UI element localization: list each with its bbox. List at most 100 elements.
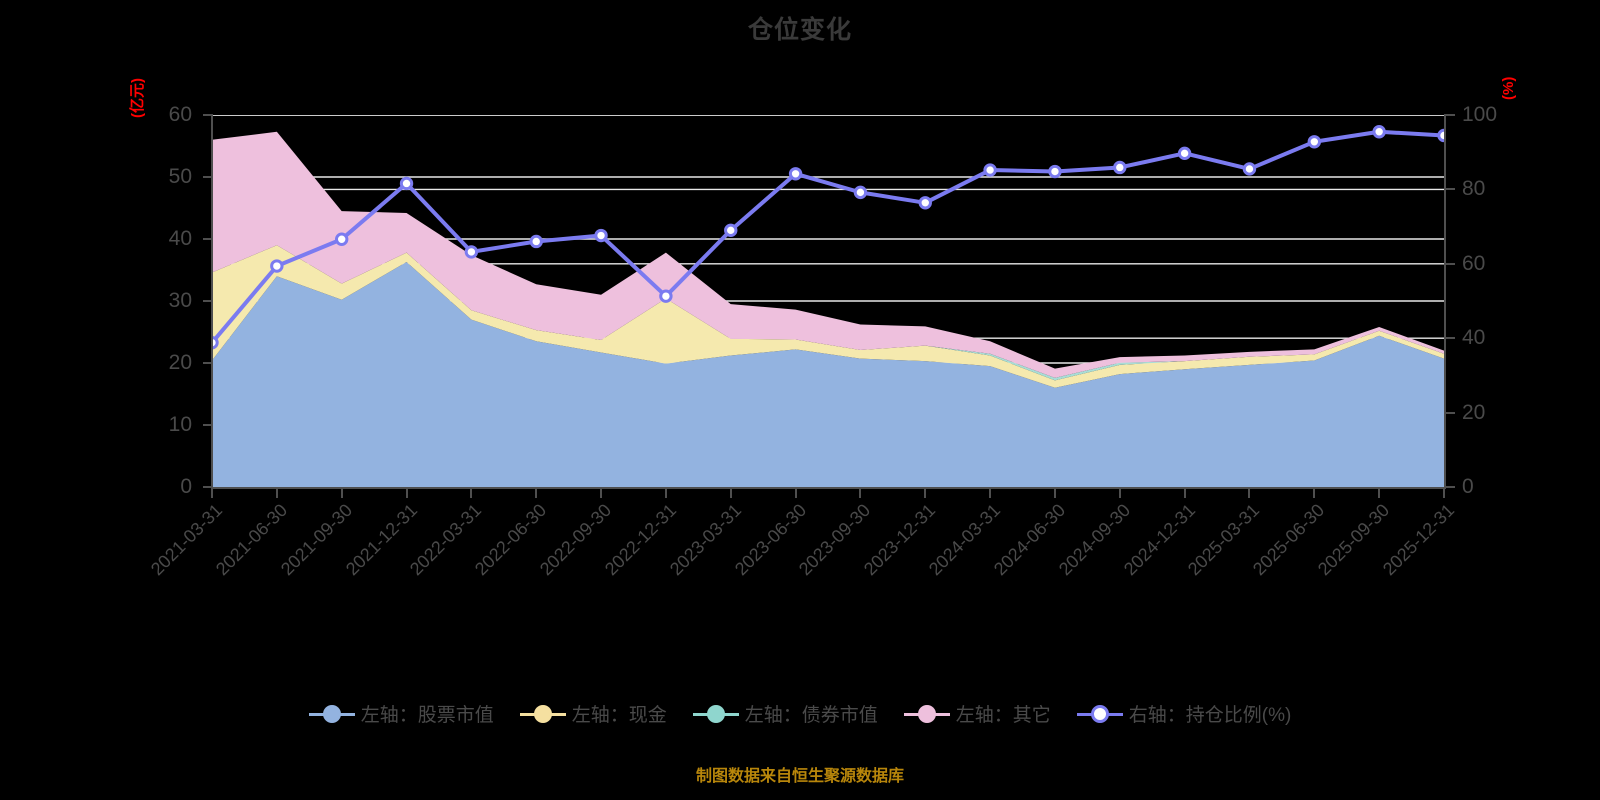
legend-marker-icon	[308, 704, 355, 723]
chart-title: 仓位变化	[747, 16, 852, 44]
legend-dot	[917, 704, 936, 723]
area-左轴：股票市值	[212, 261, 1444, 487]
ratio-point[interactable]	[1048, 164, 1062, 179]
legend-item-other[interactable]: 左轴：其它	[903, 700, 1051, 727]
x-tick-mark	[1248, 489, 1251, 498]
ratio-point[interactable]	[334, 232, 349, 246]
right-tick-label: 60	[1462, 251, 1486, 275]
left-tick-mark	[203, 176, 212, 178]
legend-item-bond[interactable]: 左轴：债券市值	[692, 700, 878, 727]
right-tick-label: 100	[1462, 103, 1498, 126]
right-tick-label: 0	[1462, 475, 1474, 498]
left-axis-line	[211, 114, 213, 488]
left-axis-unit-label: (亿元)	[129, 78, 146, 118]
bottom-axis-line	[211, 487, 1446, 489]
ratio-point[interactable]	[983, 163, 997, 177]
ratio-point[interactable]	[1177, 146, 1192, 161]
left-tick-mark	[203, 424, 212, 426]
left-tick-mark	[203, 300, 212, 302]
ratio-point[interactable]	[853, 185, 868, 200]
ratio-point[interactable]	[594, 228, 608, 243]
ratio-line-series	[212, 129, 1444, 345]
legend-marker-icon	[903, 704, 950, 723]
legend-dot	[706, 704, 725, 723]
right-axis-unit-label: (%)	[1500, 76, 1517, 100]
x-tick-mark	[924, 489, 927, 498]
x-tick-mark	[1183, 489, 1186, 498]
legend-item-ratio[interactable]: 右轴：持仓比例(%)	[1076, 700, 1292, 727]
ratio-point[interactable]	[659, 289, 673, 303]
left-tick-label: 30	[168, 289, 192, 312]
left-tick-mark	[203, 114, 212, 116]
x-tick-mark	[989, 489, 992, 498]
area-左轴：其它	[212, 131, 1444, 378]
legend-marker-icon	[692, 704, 739, 723]
ratio-point[interactable]	[1437, 128, 1444, 143]
x-tick-mark	[340, 489, 343, 498]
x-tick-mark	[1378, 489, 1381, 498]
x-tick-mark	[600, 489, 603, 498]
legend-label: 左轴：现金	[571, 705, 667, 726]
ratio-line-markers	[212, 125, 1444, 350]
left-tick-mark	[203, 238, 212, 240]
x-tick-mark	[794, 489, 797, 498]
ratio-point[interactable]	[399, 176, 414, 191]
ratio-point[interactable]	[1372, 125, 1386, 139]
ratio-point[interactable]	[724, 223, 738, 238]
legend-label: 左轴：债券市值	[744, 705, 878, 726]
legend-dot	[533, 704, 552, 723]
legend-marker-icon	[1076, 704, 1123, 723]
left-tick-mark	[203, 362, 212, 364]
right-tick-mark	[1446, 188, 1455, 191]
ratio-point[interactable]	[270, 259, 284, 273]
legend-label: 左轴：股票市值	[360, 705, 494, 726]
right-tick-mark	[1446, 262, 1455, 265]
left-tick-label: 60	[168, 103, 192, 126]
x-tick-mark	[729, 489, 732, 498]
ratio-point[interactable]	[529, 234, 543, 249]
left-tick-label: 0	[180, 475, 192, 498]
ratio-point[interactable]	[1113, 160, 1127, 175]
x-tick-mark	[859, 489, 862, 498]
legend-item-cash[interactable]: 左轴：现金	[519, 700, 667, 727]
right-tick-mark	[1446, 411, 1455, 414]
footer-note: 制图数据来自恒生聚源数据库	[695, 768, 904, 785]
left-tick-label: 50	[168, 165, 192, 188]
ratio-point[interactable]	[918, 196, 932, 210]
legend-label: 左轴：其它	[955, 705, 1051, 726]
ratio-point[interactable]	[464, 245, 479, 259]
legend-label: 右轴：持仓比例(%)	[1128, 705, 1292, 726]
ratio-point[interactable]	[1307, 135, 1322, 149]
x-tick-mark	[664, 489, 667, 498]
left-tick-mark	[203, 486, 212, 488]
x-tick-mark	[1118, 489, 1121, 498]
x-tick-mark	[211, 489, 213, 498]
x-tick-mark	[470, 489, 473, 498]
x-tick-mark	[535, 489, 538, 498]
chart-legend: 左轴：股票市值 左轴：现金 左轴：债券市值 左轴：其它 右轴：持仓比例(%)	[0, 700, 1600, 727]
left-tick-label: 20	[168, 351, 192, 374]
x-tick-mark	[1313, 489, 1316, 498]
x-tick-mark	[1443, 489, 1445, 498]
right-tick-label: 80	[1462, 177, 1486, 201]
ratio-point[interactable]	[788, 167, 803, 181]
left-tick-label: 10	[168, 413, 192, 436]
chart-canvas	[212, 115, 1444, 487]
x-tick-mark	[1053, 489, 1056, 498]
right-axis-line	[1444, 114, 1446, 488]
legend-marker-icon	[519, 704, 566, 723]
right-tick-label: 40	[1462, 326, 1486, 350]
ratio-point[interactable]	[1242, 162, 1257, 176]
right-tick-mark	[1446, 337, 1455, 340]
legend-dot	[1090, 704, 1109, 723]
plot-area	[212, 115, 1444, 487]
right-tick-label: 20	[1462, 400, 1486, 424]
stacked-areas	[212, 131, 1444, 487]
legend-item-stock[interactable]: 左轴：股票市值	[308, 700, 494, 727]
right-tick-mark	[1446, 486, 1455, 488]
ratio-polyline	[212, 129, 1444, 345]
x-tick-mark	[405, 489, 408, 498]
ratio-point[interactable]	[212, 335, 219, 350]
legend-dot	[322, 704, 341, 723]
